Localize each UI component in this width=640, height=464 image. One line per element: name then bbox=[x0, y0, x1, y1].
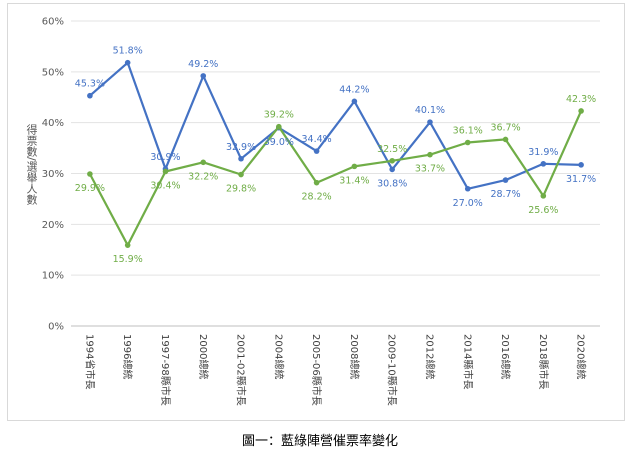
y-tick-label: 0% bbox=[48, 322, 64, 333]
data-point bbox=[276, 123, 282, 130]
data-point bbox=[351, 98, 358, 105]
data-point bbox=[238, 155, 244, 162]
x-tick-label: 2018縣市長 bbox=[537, 334, 550, 389]
x-tick-label: 2005-06縣市長 bbox=[310, 334, 323, 406]
series-line bbox=[88, 61, 583, 190]
data-point bbox=[540, 161, 547, 167]
x-tick-label: 2014縣市長 bbox=[461, 334, 474, 389]
x-tick-label: 2001-02縣市長 bbox=[235, 334, 248, 406]
data-point bbox=[502, 177, 509, 183]
data-point bbox=[464, 185, 471, 192]
data-point bbox=[124, 59, 131, 66]
data-label: 31.7% bbox=[566, 174, 596, 185]
chart-frame bbox=[7, 3, 625, 421]
data-label: 32.5% bbox=[377, 144, 407, 155]
data-label: 44.2% bbox=[339, 84, 369, 95]
data-label: 45.3% bbox=[75, 79, 105, 90]
y-tick-label: 60% bbox=[42, 17, 64, 28]
data-label: 49.2% bbox=[188, 59, 218, 70]
data-label: 31.4% bbox=[339, 175, 369, 186]
data-point bbox=[427, 119, 433, 125]
data-label: 31.9% bbox=[528, 147, 558, 158]
data-label: 40.1% bbox=[415, 105, 445, 116]
data-point bbox=[351, 163, 358, 170]
x-tick-label: 2000總統 bbox=[197, 334, 210, 379]
data-label: 29.8% bbox=[226, 184, 256, 195]
x-tick-label: 2008總統 bbox=[348, 334, 361, 379]
y-axis-label: 得票數/選舉人數 bbox=[25, 124, 38, 205]
data-label: 34.4% bbox=[302, 134, 332, 145]
data-label: 27.0% bbox=[453, 198, 483, 209]
y-tick-label: 40% bbox=[42, 118, 64, 129]
x-tick-label: 2016總統 bbox=[499, 334, 512, 379]
data-point bbox=[200, 159, 207, 166]
data-point bbox=[540, 193, 547, 199]
data-point bbox=[87, 92, 93, 99]
data-label: 36.7% bbox=[490, 122, 520, 133]
data-point bbox=[427, 151, 433, 158]
data-point bbox=[313, 148, 320, 154]
data-point bbox=[162, 168, 169, 175]
data-label: 32.2% bbox=[188, 171, 218, 182]
data-point bbox=[87, 171, 93, 177]
data-label: 28.2% bbox=[302, 192, 332, 203]
data-label: 30.8% bbox=[377, 178, 407, 189]
data-point bbox=[313, 179, 320, 186]
x-tick-label: 2009-10縣市長 bbox=[386, 334, 399, 406]
y-tick-label: 20% bbox=[42, 220, 64, 231]
x-tick-label: 1996總統 bbox=[121, 334, 134, 379]
data-label: 25.6% bbox=[528, 205, 558, 216]
data-point bbox=[200, 73, 207, 79]
data-label: 39.2% bbox=[264, 110, 294, 121]
series-line bbox=[88, 109, 583, 247]
data-label: 29.9% bbox=[75, 183, 105, 194]
line-chart: 0% 10% 20% 30% 40% 50% 60% 1994省市長 1996總統 1997-98… bbox=[42, 17, 600, 406]
y-tick-label: 30% bbox=[42, 169, 64, 180]
data-point bbox=[389, 166, 395, 173]
data-label: 15.9% bbox=[113, 254, 143, 265]
x-tick-label: 2020總統 bbox=[575, 334, 588, 379]
data-label: 39.0% bbox=[264, 137, 294, 148]
data-label: 42.3% bbox=[566, 94, 596, 105]
data-point bbox=[238, 171, 244, 178]
data-label: 33.7% bbox=[415, 164, 445, 175]
x-tick-label: 2004總統 bbox=[272, 334, 285, 379]
data-label: 30.4% bbox=[150, 180, 180, 191]
data-point bbox=[578, 162, 584, 168]
data-label: 32.9% bbox=[226, 142, 256, 153]
x-tick-label: 2012總統 bbox=[423, 334, 436, 379]
data-label: 30.9% bbox=[150, 152, 180, 163]
data-point bbox=[578, 108, 584, 114]
data-label: 28.7% bbox=[490, 189, 520, 200]
data-point bbox=[389, 157, 395, 164]
data-point bbox=[124, 242, 131, 248]
figure-caption: 圖一：藍綠陣營催票率變化 bbox=[241, 434, 398, 449]
x-tick-label: 1997-98縣市長 bbox=[159, 334, 172, 406]
x-tick-label: 1994省市長 bbox=[83, 334, 96, 389]
data-label: 36.1% bbox=[453, 125, 483, 136]
y-tick-label: 50% bbox=[42, 67, 64, 78]
data-point bbox=[464, 139, 471, 146]
y-tick-label: 10% bbox=[42, 271, 64, 282]
data-point bbox=[502, 136, 509, 143]
data-label: 51.8% bbox=[113, 46, 143, 57]
